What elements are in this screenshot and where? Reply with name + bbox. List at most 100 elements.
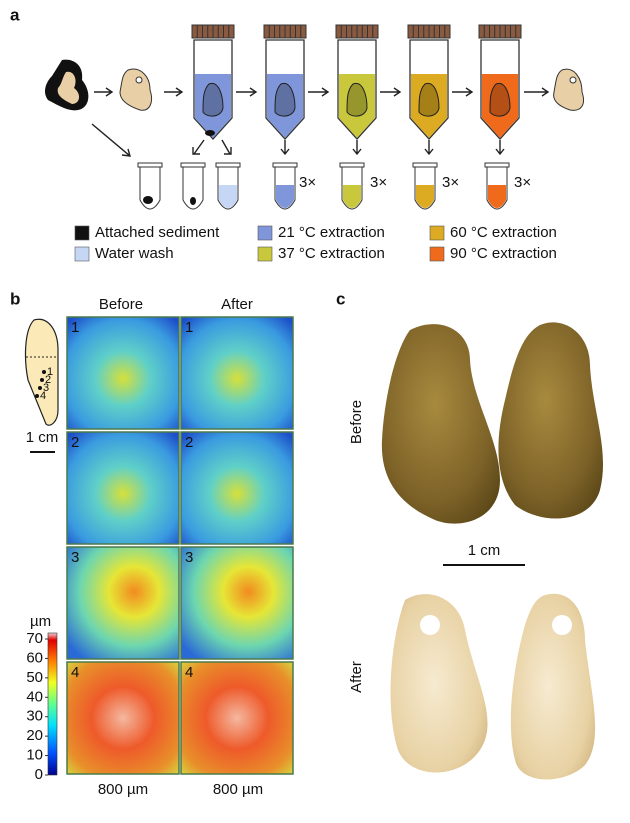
- map-number: 3: [185, 549, 193, 566]
- height-map: [180, 316, 294, 430]
- colorbar-tick-label: 70: [26, 630, 43, 647]
- colorbar-tick-label: 30: [26, 708, 43, 725]
- small-body: [414, 166, 436, 210]
- legend-label: 21 °C extraction: [278, 224, 385, 241]
- tube-body: [409, 39, 449, 140]
- legend-swatch: [429, 246, 445, 262]
- small-cap: [180, 162, 206, 168]
- map-number: 3: [71, 549, 79, 566]
- repeat-label: 3×: [299, 174, 316, 191]
- small-body: [486, 166, 508, 210]
- height-map: [180, 546, 294, 660]
- legend-swatch: [74, 225, 90, 241]
- small-tube: [339, 162, 365, 210]
- colorbar-tick-label: 50: [26, 669, 43, 686]
- small-cap: [339, 162, 365, 168]
- photos: [381, 322, 604, 780]
- colorbar-tick-label: 0: [35, 766, 43, 783]
- tube-tooth: [346, 82, 368, 117]
- legend-swatch: [74, 246, 90, 262]
- tooth-point-label: 2: [45, 374, 51, 386]
- tooth-point: [40, 378, 44, 382]
- tube-tooth: [274, 82, 296, 117]
- tube-body: [193, 39, 233, 140]
- panel-label: a: [10, 5, 20, 24]
- height-map: [66, 661, 180, 775]
- map-number: 4: [185, 664, 193, 681]
- small-liquid: [416, 185, 434, 208]
- small-body: [274, 166, 296, 210]
- panel-label: b: [10, 289, 20, 308]
- height-map: [66, 316, 180, 430]
- small-cap: [412, 162, 438, 168]
- height-map: [180, 661, 294, 775]
- tube: [191, 24, 235, 140]
- sediment: [190, 197, 196, 205]
- small-tube: [180, 162, 206, 210]
- small-tube: [137, 162, 163, 210]
- small-cap: [484, 162, 510, 168]
- scale-label: 1 cm: [26, 429, 59, 446]
- small-liquid: [276, 185, 294, 208]
- tube-liquid: [267, 74, 303, 138]
- small-cap: [137, 162, 163, 168]
- repeat-label: 3×: [514, 174, 531, 191]
- sediment-tooth: [45, 59, 584, 111]
- legend-label: 90 °C extraction: [450, 245, 557, 262]
- tube-body: [265, 39, 305, 140]
- row-label: Before: [348, 400, 365, 444]
- map-number: 2: [71, 434, 79, 451]
- legend-label: Water wash: [95, 245, 174, 262]
- map-number: 1: [71, 319, 79, 336]
- tube-body: [337, 39, 377, 140]
- small-body: [182, 166, 204, 210]
- sediment: [143, 196, 153, 204]
- tube-liquid: [411, 74, 447, 138]
- scale-label: 1 cm: [468, 542, 501, 559]
- small-cap: [215, 162, 241, 168]
- tooth-point: [42, 370, 46, 374]
- small-body: [341, 166, 363, 210]
- tube-liquid: [339, 74, 375, 138]
- row-label: After: [348, 661, 365, 693]
- tooth-point: [35, 394, 39, 398]
- small-liquid: [488, 185, 506, 208]
- width-label: 800 µm: [98, 781, 148, 798]
- width-label: 800 µm: [213, 781, 263, 798]
- legend-label: Attached sediment: [95, 224, 220, 241]
- colorbar: [47, 632, 58, 776]
- colorbar-tick-label: 40: [26, 688, 43, 705]
- tube: [478, 24, 522, 140]
- map-number: 4: [71, 664, 79, 681]
- tooth-point-label: 1: [47, 366, 53, 378]
- tooth-point: [38, 386, 42, 390]
- arrows: [91, 87, 550, 157]
- small-tube: [484, 162, 510, 210]
- legend-swatch: [257, 225, 273, 241]
- small-body: [139, 166, 161, 210]
- tube: [263, 24, 307, 140]
- colorbar-tick-label: 60: [26, 649, 43, 666]
- height-map: [66, 546, 180, 660]
- tooth-point-label: 3: [43, 382, 49, 394]
- height-map: [66, 431, 180, 545]
- map-number: 2: [185, 434, 193, 451]
- small-cap: [272, 162, 298, 168]
- tube-liquid: [482, 74, 518, 138]
- tube-body: [480, 39, 520, 140]
- legend-swatch: [257, 246, 273, 262]
- small-body: [217, 166, 239, 210]
- colorbar-tick-label: 20: [26, 727, 43, 744]
- small-tube: [215, 162, 241, 210]
- small-tube: [272, 162, 298, 210]
- column-header: Before: [99, 296, 143, 313]
- small-liquid: [343, 185, 361, 208]
- tube-tooth: [202, 82, 224, 117]
- tube-tooth: [418, 82, 440, 117]
- legend-label: 60 °C extraction: [450, 224, 557, 241]
- sediment: [205, 130, 215, 136]
- small-liquid: [219, 185, 237, 208]
- colorbar-unit: µm: [30, 613, 51, 630]
- colorbar-tick-label: 10: [26, 747, 43, 764]
